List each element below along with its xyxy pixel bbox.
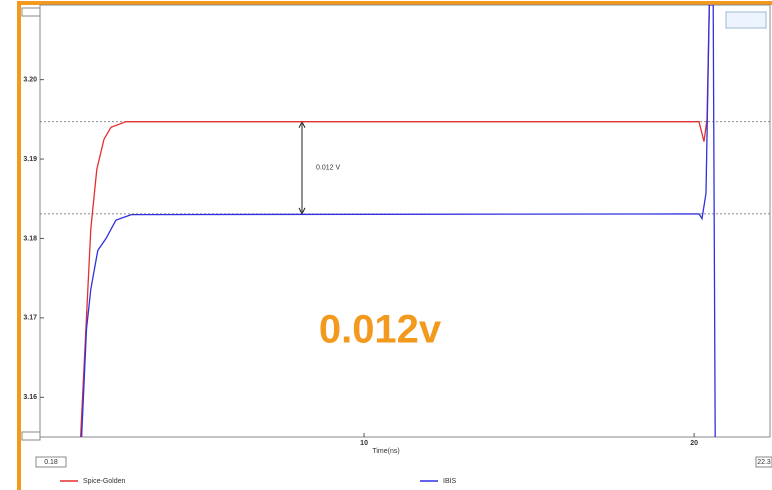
legend-label: Spice-Golden: [83, 478, 126, 485]
x-limit-label: 0.18: [44, 459, 58, 466]
handle: [21, 7, 41, 17]
y-tick-label: 3.20: [23, 76, 37, 83]
y-tick-label: 3.16: [23, 394, 37, 401]
series-line: [79, 5, 710, 437]
legend-label: IBIS: [443, 478, 457, 485]
x-limit-box: [35, 456, 67, 468]
highlight: 0.012v: [319, 308, 442, 352]
series-line: [80, 5, 716, 437]
x-tick-label: 10: [360, 440, 368, 447]
handle: [21, 431, 41, 441]
x-limit-box: [755, 456, 772, 468]
y-tick-label: 3.17: [23, 315, 37, 322]
plot-frame: [39, 4, 771, 438]
frame-top: [18, 1, 772, 5]
x-tick-label: 20: [690, 440, 698, 447]
y-tick-label: 3.19: [23, 156, 37, 163]
frame-left: [17, 1, 21, 490]
x-limit-label: 22.3: [757, 459, 771, 466]
annotation: 0.012 V: [316, 165, 340, 172]
y-tick-label: 3.18: [23, 235, 37, 242]
x-axis-label: Time(ns): [372, 448, 399, 455]
logo: [725, 11, 767, 29]
